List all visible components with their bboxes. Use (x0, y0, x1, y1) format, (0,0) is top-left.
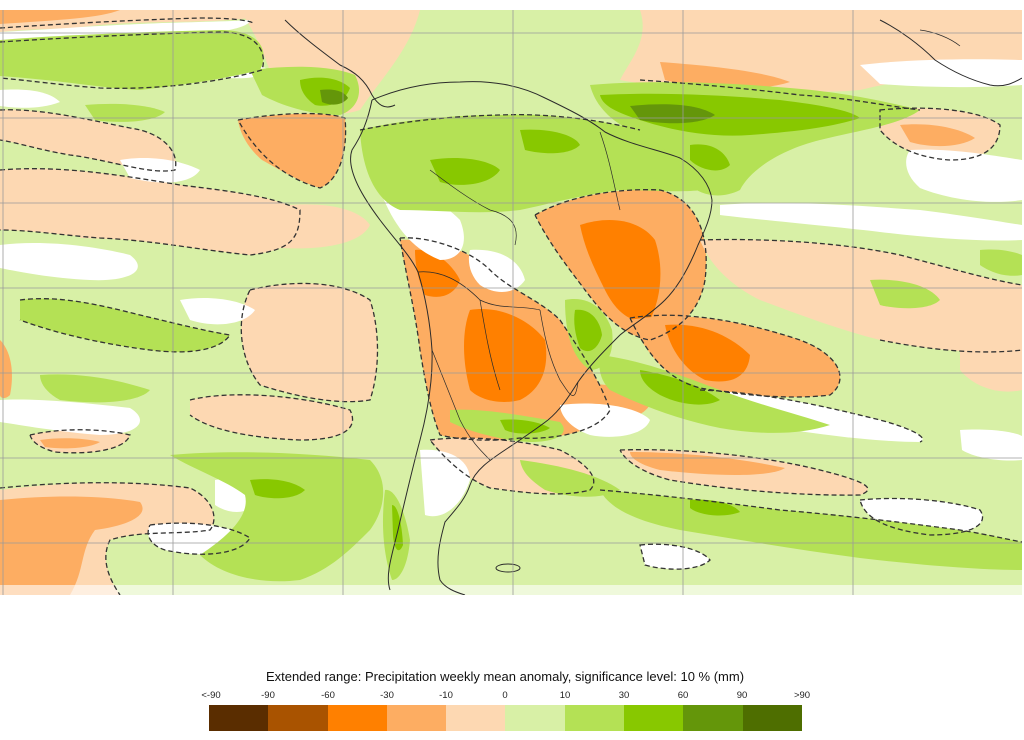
legend-title: Extended range: Precipitation weekly mea… (265, 669, 745, 684)
legend-swatch (624, 705, 684, 731)
coastlines (284, 19, 1022, 595)
legend-tick: -30 (380, 690, 394, 701)
legend-color-bar (209, 705, 802, 731)
legend-tick: >90 (793, 690, 811, 701)
legend-swatch (209, 705, 269, 731)
legend-tick: -10 (439, 690, 453, 701)
legend-swatch (505, 705, 565, 731)
precipitation-anomaly-map (0, 10, 1022, 595)
legend-tick-labels: <-90 -90 -60 -30 -10 0 10 30 60 90 >90 (0, 690, 1024, 702)
legend-swatch (327, 705, 387, 731)
legend-tick: 60 (677, 690, 689, 701)
legend-tick: 0 (502, 690, 508, 701)
legend-swatch (386, 705, 447, 731)
legend-tick: -90 (261, 690, 275, 701)
legend-swatch (446, 705, 506, 731)
legend-tick: 90 (736, 690, 748, 701)
legend-swatch (564, 705, 625, 731)
positive-anomaly-areas (0, 30, 1022, 582)
map-canvas (0, 10, 1022, 595)
color-legend: Extended range: Precipitation weekly mea… (0, 660, 1024, 740)
gridlines (0, 10, 1022, 595)
legend-tick: 10 (559, 690, 571, 701)
legend-swatch (268, 705, 328, 731)
legend-tick: 30 (618, 690, 630, 701)
legend-tick: -60 (321, 690, 335, 701)
legend-swatch (742, 705, 802, 731)
legend-swatch (683, 705, 743, 731)
legend-tick: <-90 (201, 690, 221, 701)
